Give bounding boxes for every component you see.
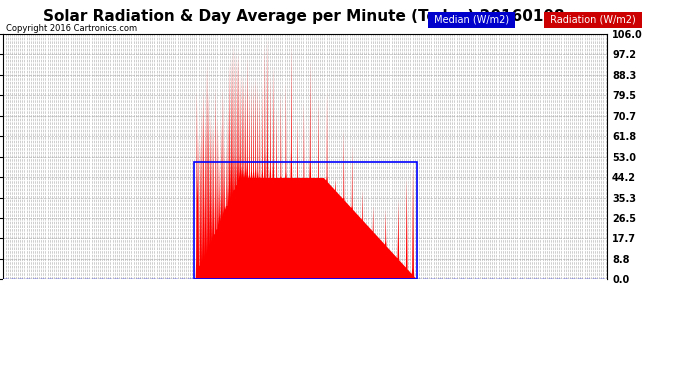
Bar bbox=[195, 162, 417, 279]
Text: Solar Radiation & Day Average per Minute (Today) 20160108: Solar Radiation & Day Average per Minute… bbox=[43, 9, 564, 24]
Text: Copyright 2016 Cartronics.com: Copyright 2016 Cartronics.com bbox=[6, 24, 137, 33]
Text: Median (W/m2): Median (W/m2) bbox=[431, 15, 513, 25]
Text: Radiation (W/m2): Radiation (W/m2) bbox=[547, 15, 639, 25]
